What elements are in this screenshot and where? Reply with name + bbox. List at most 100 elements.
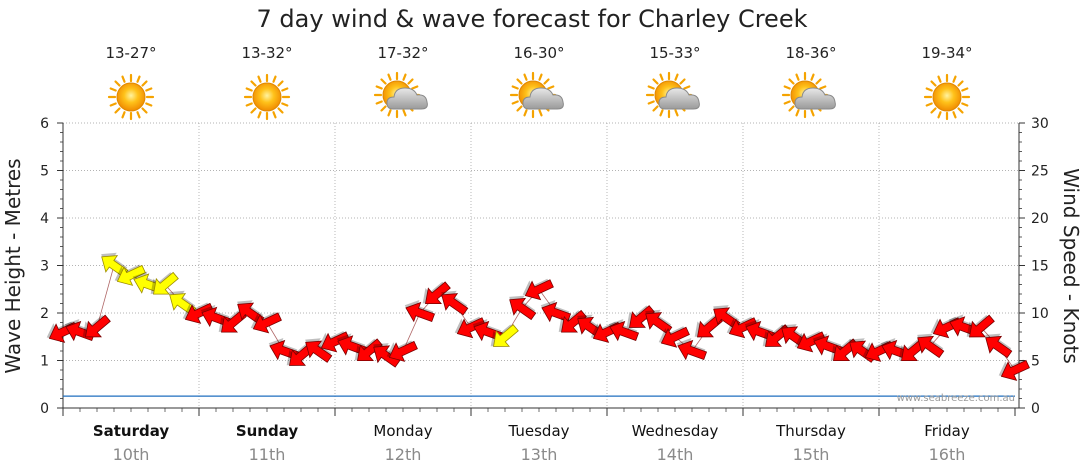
wind-arrow-shape [116,264,146,286]
wind-arrow [318,330,350,353]
day-date-label: 10th [113,445,150,464]
wind-arrow [917,333,945,359]
wind-arrow-shape [405,301,436,323]
left-tick-label: 4 [40,211,49,227]
wind-arrow-shape [728,317,758,339]
wind-arrow [114,264,146,286]
wind-arrow-shape [101,255,129,278]
day-temperature-range: 17-32° [377,44,428,62]
wind-arrow [966,314,995,338]
sun-cloud-icon [509,71,564,119]
day-date-label: 16th [929,445,966,464]
day-name-label: Friday [924,422,970,440]
left-tick-label: 6 [40,116,49,132]
day-name-label: Thursday [775,422,846,440]
sun-icon [923,73,971,121]
wind-arrow-shape [184,302,214,324]
wind-arrow-shape [677,339,708,361]
day-temperature-range: 18-36° [785,44,836,62]
wind-arrow-shape [969,314,995,338]
wind-arrow [676,338,708,361]
wind-arrow-shape [509,297,537,321]
right-tick-label: 10 [1031,306,1049,322]
wind-arrow [998,359,1030,381]
wind-arrow [182,302,214,324]
day-name-label: Tuesday [507,422,569,440]
wind-arrow-shape [524,279,554,301]
wind-arrow-shape [456,317,486,339]
day-date-label: 14th [657,445,694,464]
wind-arrow-shape [917,335,945,359]
wind-arrow-shape [357,338,383,362]
wind-arrow-shape [388,340,418,362]
left-axis-label: Wave Height - Metres [1,158,25,373]
wind-arrow [558,309,587,333]
wind-arrow [237,300,265,325]
wind-arrow [985,333,1013,359]
wind-arrow-shape [153,271,179,295]
day-name-label: Sunday [236,422,299,440]
wind-arrow [694,314,723,338]
wind-arrow-shape [561,309,587,333]
wind-arrow-shape [985,335,1013,359]
wind-arrow-shape [85,314,111,338]
wind-arrow [354,338,383,362]
wind-arrow-shape [645,312,673,335]
watermark: www.seabreeze.com.au [897,393,1015,404]
wind-arrow [441,290,469,316]
left-tick-label: 2 [40,306,49,322]
day-temperature-range: 19-34° [921,44,972,62]
wind-arrow-shape [713,307,741,330]
wind-arrow-shape [1000,359,1030,381]
wind-arrow [726,316,758,339]
wind-arrow-shape [320,331,350,353]
wind-arrow-shape [629,305,655,328]
wind-arrow-shape [697,314,723,338]
sun-icon [243,73,291,121]
wind-arrow [422,281,451,305]
wind-arrow [626,305,655,328]
right-tick-label: 0 [1031,401,1040,417]
wind-arrow-shape [493,324,519,347]
wind-arrow [150,271,179,295]
wind-arrow [82,314,111,338]
day-date-label: 13th [521,445,558,464]
sun-icon [243,73,291,121]
right-tick-label: 20 [1031,211,1049,227]
day-date-label: 12th [385,445,422,464]
day-temperature-range: 13-32° [241,44,292,62]
wind-arrow [305,338,333,363]
day-temperature-range: 16-30° [513,44,564,62]
wind-arrow [509,295,537,321]
wind-arrow-shape [609,320,640,342]
day-name-label: Wednesday [632,422,719,440]
wind-arrow [645,309,673,335]
day-name-label: Monday [373,422,432,440]
chart-title: 7 day wind & wave forecast for Charley C… [257,5,808,33]
wind-arrow [608,319,640,342]
wind-arrow-shape [796,331,826,353]
wind-arrow-shape [237,302,265,325]
left-tick-label: 3 [40,259,49,275]
wind-arrow [250,311,282,334]
right-tick-label: 15 [1031,259,1049,275]
wind-arrow-shape [169,293,197,316]
right-axis-label: Wind Speed - Knots [1059,168,1080,364]
wind-arrow [658,326,690,348]
wind-arrow [522,278,554,301]
wind-arrow-shape [221,309,247,333]
wind-arrow [540,300,572,323]
wind-arrow [713,305,741,330]
wind-arrow [218,309,247,333]
wind-arrow [454,316,486,339]
left-tick-label: 1 [40,354,49,370]
sun-icon [107,73,155,121]
wind-arrow-shape [252,312,282,334]
day-date-label: 11th [249,445,286,464]
wind-arrow-shape [425,281,451,305]
wind-arrow [169,290,197,316]
wind-arrow [794,330,826,353]
wind-arrow-shape [660,326,690,348]
wind-arrow [386,340,418,362]
